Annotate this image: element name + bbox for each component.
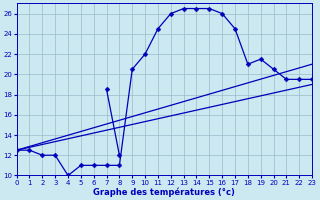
X-axis label: Graphe des températures (°c): Graphe des températures (°c) [93, 187, 235, 197]
